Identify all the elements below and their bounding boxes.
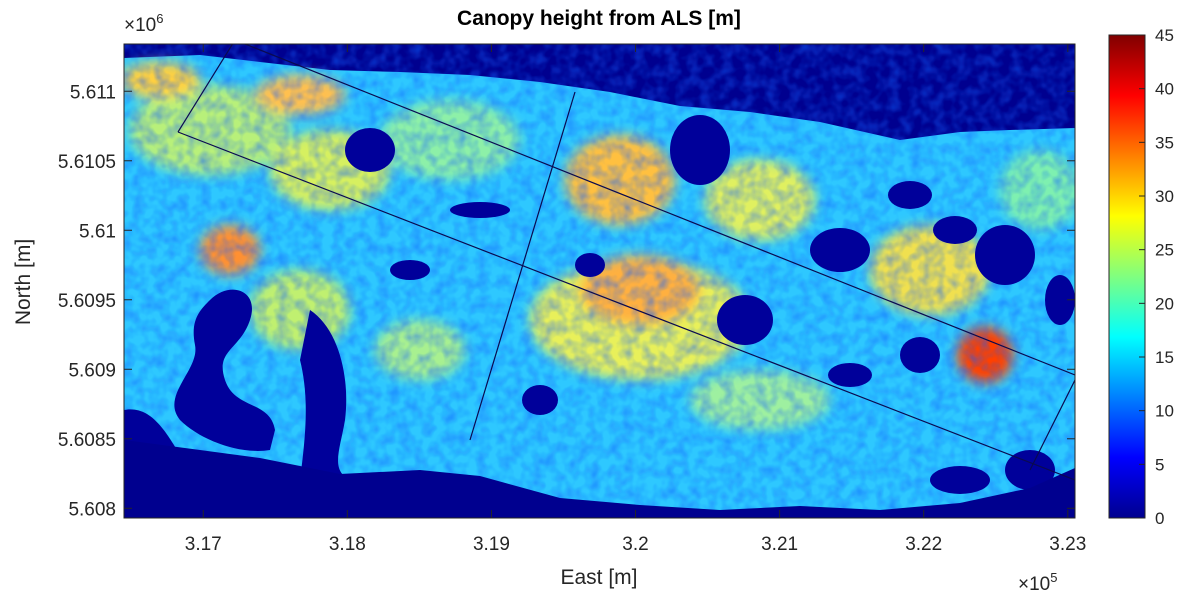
chart-title: Canopy height from ALS [m] [457, 7, 741, 30]
colorbar: 0 5 10 15 20 25 30 35 40 45 [1108, 26, 1174, 528]
y-tick-label: 5.6095 [58, 291, 116, 312]
colorbar-tick-label: 35 [1155, 133, 1174, 152]
colorbar-gradient [1108, 34, 1146, 519]
y-tick-label: 5.609 [68, 360, 116, 381]
y-tick-label: 5.61 [79, 221, 116, 242]
texture [124, 44, 1075, 518]
colorbar-tick-label: 5 [1155, 455, 1164, 474]
colorbar-tick-label: 10 [1155, 402, 1174, 421]
y-tick-label: 5.611 [70, 82, 116, 103]
y-axis-ticks: 5.608 5.6085 5.609 5.6095 5.61 5.6105 5.611 [58, 82, 1075, 520]
colorbar-tick-label: 25 [1155, 241, 1174, 260]
colorbar-tick-label: 20 [1155, 294, 1174, 313]
colorbar-tick-label: 45 [1155, 26, 1174, 45]
y-exponent-label: ×106 [124, 11, 163, 36]
heatmap [124, 44, 1075, 518]
colorbar-tick-label: 15 [1155, 348, 1174, 367]
y-tick-label: 5.608 [68, 499, 116, 520]
x-tick-label: 3.22 [905, 534, 942, 555]
x-exponent-label: ×105 [1018, 570, 1057, 595]
x-tick-label: 3.21 [761, 534, 798, 555]
x-tick-label: 3.19 [473, 534, 510, 555]
y-tick-label: 5.6085 [58, 430, 116, 451]
x-tick-label: 3.17 [185, 534, 222, 555]
colorbar-tick-label: 0 [1155, 509, 1164, 528]
y-axis-label: North [m] [12, 239, 35, 325]
y-tick-label: 5.6105 [58, 152, 116, 173]
x-tick-label: 3.2 [622, 534, 648, 555]
colorbar-tick-label: 30 [1155, 187, 1174, 206]
x-axis-ticks: 3.17 3.18 3.19 3.2 3.21 3.22 3.23 [185, 44, 1086, 555]
colorbar-tick-label: 40 [1155, 80, 1174, 99]
plot-frame [123, 43, 1076, 519]
x-tick-label: 3.18 [329, 534, 366, 555]
x-tick-label: 3.23 [1049, 534, 1086, 555]
x-axis-label: East [m] [560, 566, 637, 589]
colorbar-ticks: 0 5 10 15 20 25 30 35 40 45 [1139, 26, 1174, 528]
